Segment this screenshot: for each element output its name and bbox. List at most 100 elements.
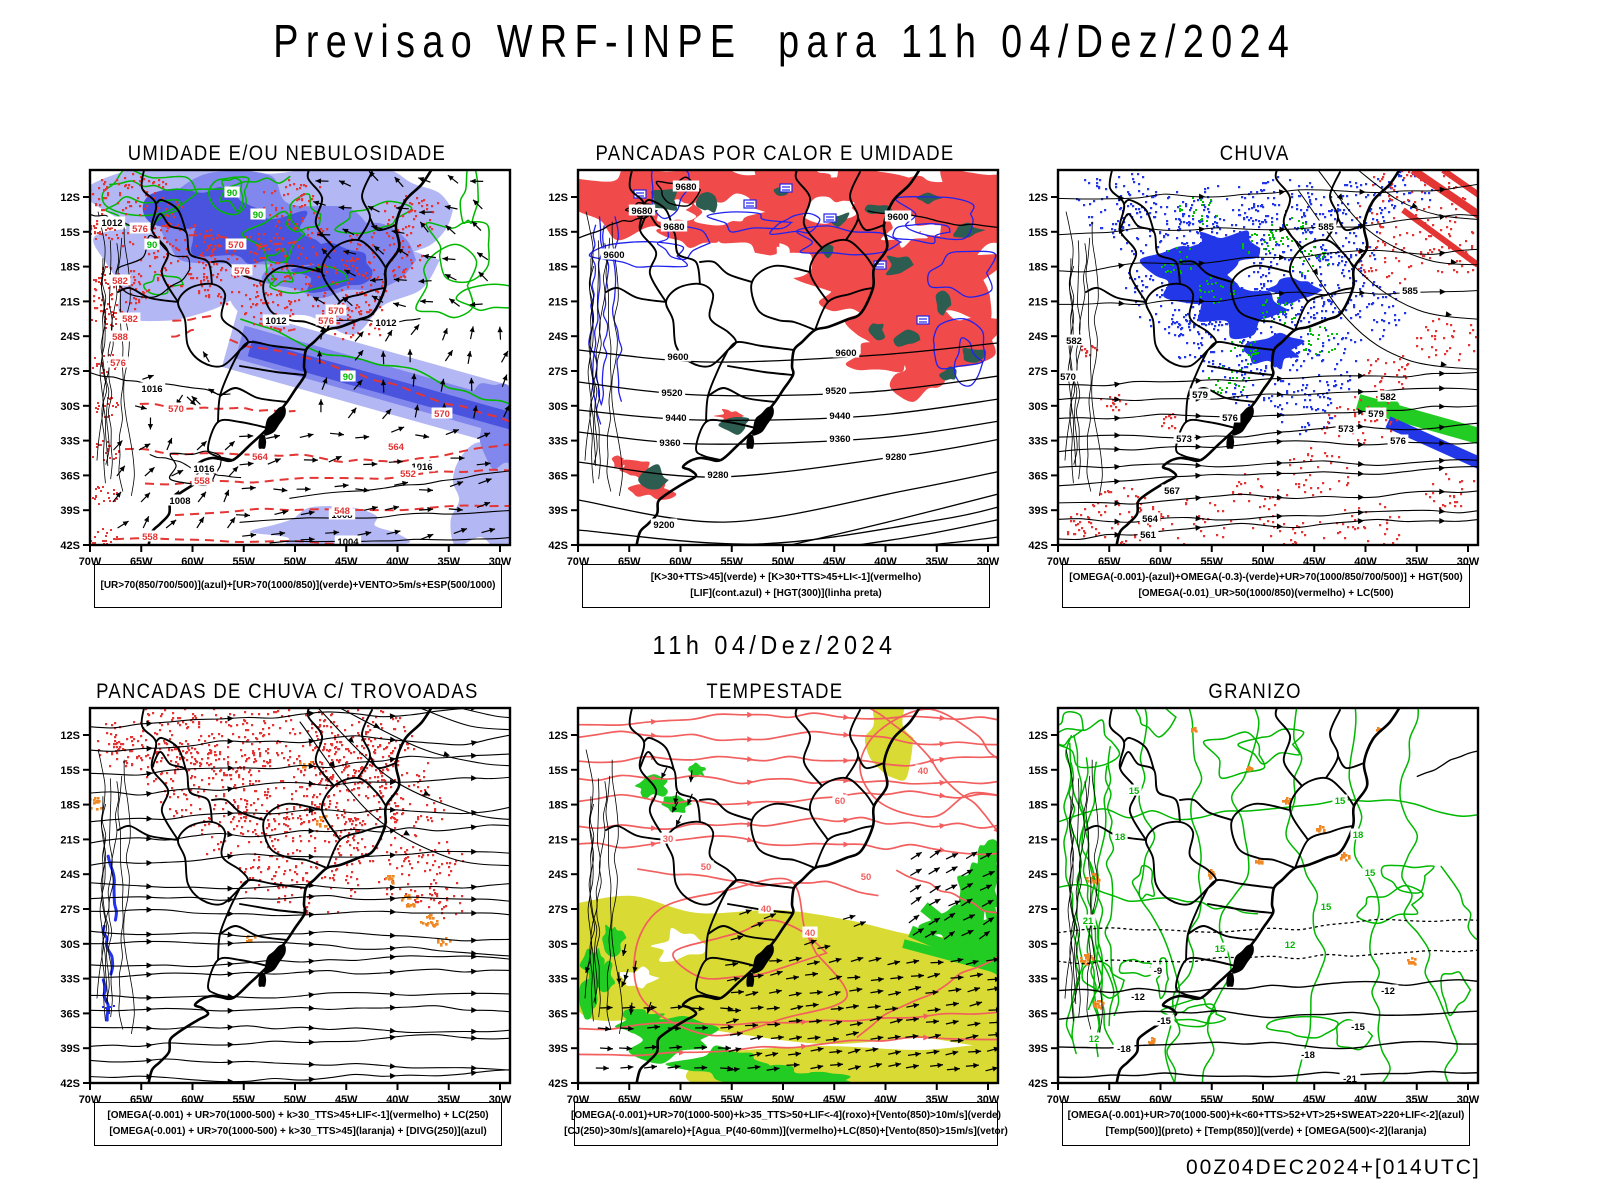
svg-text:42S: 42S [548,540,568,552]
caption-line: [OMEGA(-0.01)_UR>50(1000/850)(vermelho) … [1138,588,1394,599]
svg-text:90: 90 [227,188,238,199]
panel-trovoadas: PANCADAS DE CHUVA C/ TROVOADAS 12S 15S 18S… [56,680,518,1154]
map-chuva: 585 585 582 582 579 579 576 576 573 573 570 567 564 5… [1028,168,1480,568]
svg-text:12S: 12S [548,192,568,204]
svg-text:9440: 9440 [829,411,850,422]
svg-text:24S: 24S [548,869,568,881]
svg-text:33S: 33S [60,436,80,448]
svg-text:30S: 30S [60,401,80,413]
svg-text:1008: 1008 [169,496,190,507]
svg-text:9600: 9600 [835,348,856,359]
svg-text:573: 573 [1338,424,1354,435]
svg-text:9280: 9280 [885,452,906,463]
svg-text:36S: 36S [1028,1008,1048,1020]
model-run-info: 00Z04DEC2024+[014UTC] [1186,1156,1481,1180]
svg-text:15: 15 [1365,868,1376,879]
svg-text:27S: 27S [1028,904,1048,916]
svg-text:40: 40 [761,904,772,915]
svg-text:21S: 21S [548,296,568,308]
svg-text:9440: 9440 [665,413,686,424]
svg-text:24S: 24S [1028,869,1048,881]
svg-text:582: 582 [122,314,138,325]
panel-title-tempestade: TEMPESTADE [706,680,844,703]
caption-line: [OMEGA(-0.001) + UR>70(1000-500) + k>30_… [109,1126,487,1137]
svg-text:39S: 39S [60,1043,80,1055]
svg-text:36S: 36S [60,470,80,482]
svg-text:33S: 33S [60,974,80,986]
svg-text:9680: 9680 [663,222,684,233]
caption-chuva: [OMEGA(-0.001)-(azul)+OMEGA(-0.3)-(verde… [1062,564,1470,608]
validity-datetime: 11h 04/Dez/2024 [0,630,1550,661]
svg-text:576: 576 [132,224,148,235]
svg-text:30: 30 [663,834,674,845]
svg-text:15: 15 [1129,786,1140,797]
svg-text:552: 552 [400,469,416,480]
svg-text:39S: 39S [548,1043,568,1055]
map-pancadas-calor: 9680 9680 9680 9600 9600 9600 9600 9520 9520 9440… [548,168,1000,568]
caption-tempestade: [OMEGA(-0.001)+UR>70(1000-500)+k>35_TTS>… [564,1102,1008,1146]
svg-text:30S: 30S [60,939,80,951]
svg-text:12S: 12S [1028,730,1048,742]
svg-text:-9: -9 [1154,966,1162,977]
svg-text:9200: 9200 [653,520,674,531]
svg-text:39S: 39S [548,505,568,517]
svg-text:1012: 1012 [375,318,396,329]
svg-text:12S: 12S [548,730,568,742]
svg-text:-21: -21 [1343,1074,1357,1085]
svg-text:-15: -15 [1351,1022,1365,1033]
svg-text:40: 40 [918,766,929,777]
svg-text:36S: 36S [60,1008,80,1020]
svg-text:21S: 21S [1028,834,1048,846]
svg-text:12S: 12S [60,730,80,742]
svg-text:30S: 30S [1028,939,1048,951]
svg-text:21: 21 [1083,916,1094,927]
caption-line: [K>30+TTS>45](verde) + [K>30+TTS>45+LI<-… [650,572,922,583]
svg-text:558: 558 [142,532,158,543]
svg-text:33S: 33S [1028,436,1048,448]
svg-text:50: 50 [701,862,712,873]
svg-text:570: 570 [168,404,184,415]
caption-granizo: [OMEGA(-0.001)+UR>70(1000-500)+k<60+TTS>… [1062,1102,1470,1146]
svg-text:9280: 9280 [707,470,728,481]
svg-text:21S: 21S [60,296,80,308]
svg-text:15S: 15S [60,227,80,239]
svg-text:1012: 1012 [101,218,122,229]
svg-text:548: 548 [334,506,350,517]
svg-text:36S: 36S [548,1008,568,1020]
svg-text:33S: 33S [548,436,568,448]
map-granizo: 15 15 18 15 12 15 15 18 21 12 -9 -12 -12 -15 -15 -18 -18… [1028,706,1480,1106]
svg-text:9600: 9600 [603,250,624,261]
svg-text:24S: 24S [60,331,80,343]
svg-text:9520: 9520 [661,388,682,399]
panel-tempestade: TEMPESTADE 60 50 50 40 40 40 30 12S 15S 18S 21S 24S… [544,680,1008,1154]
svg-text:42S: 42S [1028,540,1048,552]
svg-text:558: 558 [194,476,210,487]
svg-text:18: 18 [1353,830,1364,841]
panel-pancadas-calor: PANCADAS POR CALOR E UMIDADE 9680 9680 968… [544,142,1006,616]
svg-text:582: 582 [112,276,128,287]
svg-text:12: 12 [1285,940,1296,951]
panel-granizo: GRANIZO 15 15 18 15 12 15 15 18 21 12 -9 -12 -12 -15 -… [1024,680,1486,1154]
svg-text:12S: 12S [60,192,80,204]
svg-text:39S: 39S [1028,505,1048,517]
svg-text:36S: 36S [548,470,568,482]
svg-text:1012: 1012 [265,316,286,327]
svg-text:570: 570 [1060,372,1076,383]
svg-text:9600: 9600 [887,212,908,223]
svg-text:582: 582 [1066,336,1082,347]
svg-text:15: 15 [1335,796,1346,807]
svg-text:-12: -12 [1381,986,1395,997]
svg-text:582: 582 [1380,392,1396,403]
svg-text:18: 18 [1115,832,1126,843]
svg-text:570: 570 [328,306,344,317]
svg-text:9360: 9360 [829,434,850,445]
svg-text:585: 585 [1402,286,1419,297]
svg-text:-15: -15 [1157,1016,1171,1027]
caption-line: [UR>70(850/700/500)](azul)+[UR>70(1000/8… [100,580,496,591]
caption-line: [LIF](cont.azul) + [HGT(300)](linha pret… [690,588,882,599]
svg-text:570: 570 [228,240,244,251]
svg-text:42S: 42S [60,540,80,552]
panel-title-trovoadas: PANCADAS DE CHUVA C/ TROVOADAS [95,680,479,703]
